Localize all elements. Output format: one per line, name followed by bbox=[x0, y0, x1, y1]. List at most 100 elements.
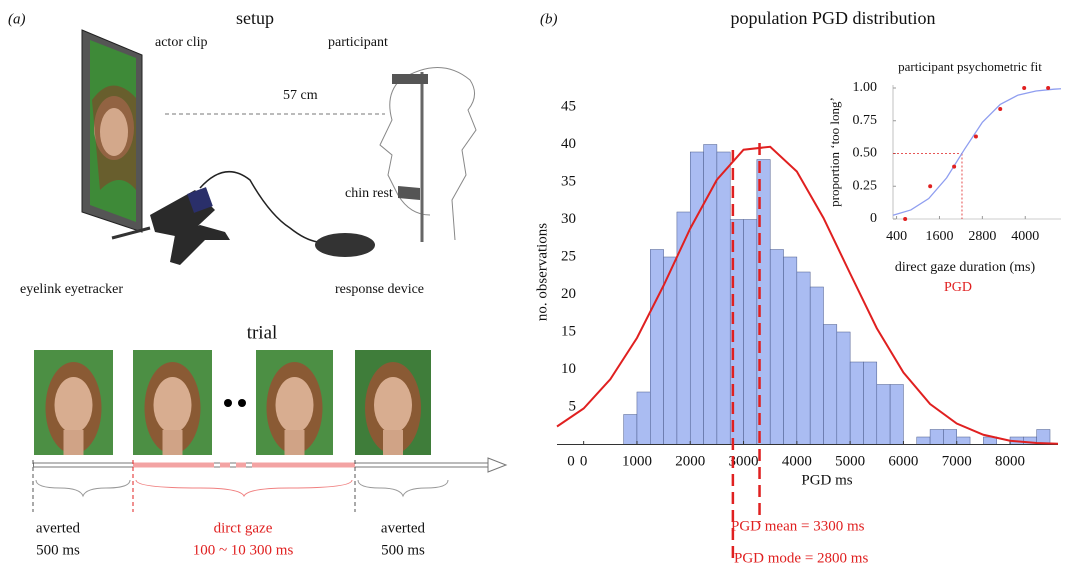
photo-neck bbox=[162, 430, 183, 455]
bar bbox=[916, 436, 931, 445]
photo-neck bbox=[383, 430, 403, 455]
response-device bbox=[315, 233, 375, 257]
brace bbox=[35, 479, 131, 498]
face-inner bbox=[100, 108, 128, 156]
point bbox=[1022, 86, 1027, 90]
x-tick-label: 4000 bbox=[782, 453, 812, 469]
bar bbox=[663, 256, 678, 445]
bar bbox=[623, 414, 638, 445]
timeline-arrow bbox=[487, 457, 508, 473]
photo-neck bbox=[284, 430, 305, 455]
bar bbox=[889, 384, 904, 445]
x-sublabel: PGD bbox=[944, 280, 972, 295]
chin-rest bbox=[398, 186, 420, 200]
point bbox=[1046, 86, 1051, 90]
y-tick-label: 0 bbox=[870, 211, 877, 226]
bar bbox=[703, 144, 718, 445]
panel-letter: (a) bbox=[8, 11, 26, 27]
bar bbox=[836, 331, 851, 445]
x-tick-label: 7000 bbox=[942, 453, 972, 469]
y-tick-label: 0.75 bbox=[853, 113, 878, 128]
panel-letter: (b) bbox=[540, 11, 558, 27]
panel-a: (a) setup actor clip participant 57 cm c… bbox=[8, 8, 508, 558]
x-tick-label: 0 bbox=[580, 453, 588, 469]
stand bbox=[111, 226, 151, 240]
fit-curve bbox=[556, 145, 1059, 445]
point bbox=[973, 134, 978, 139]
phase-duration: 500 ms bbox=[381, 542, 425, 558]
label: 57 cm bbox=[283, 88, 318, 103]
bar bbox=[783, 256, 798, 445]
photo-face bbox=[374, 377, 412, 433]
inset-title: participant psychometric fit bbox=[898, 59, 1042, 74]
x-tick-label: 8000 bbox=[995, 453, 1025, 469]
dot bbox=[238, 399, 246, 407]
bar bbox=[676, 211, 691, 445]
photo-neck bbox=[63, 430, 84, 455]
x-label: direct gaze duration (ms) bbox=[895, 260, 1036, 275]
panel-title: setup bbox=[236, 8, 274, 28]
x-tick-label: 2800 bbox=[968, 229, 996, 244]
y-tick-label: 0.25 bbox=[853, 178, 878, 193]
label: response device bbox=[335, 282, 424, 297]
label: eyelink eyetracker bbox=[20, 282, 123, 297]
x-tick-label: 4000 bbox=[1011, 229, 1039, 244]
point bbox=[928, 184, 933, 189]
y-label: proportion ‘too long’ bbox=[827, 97, 842, 207]
trial-title: trial bbox=[247, 322, 278, 343]
y-label: no. observations bbox=[534, 223, 550, 321]
forehead-rest bbox=[392, 74, 428, 84]
brace bbox=[357, 479, 449, 498]
x-label: PGD ms bbox=[801, 472, 852, 488]
x-tick-label: 5000 bbox=[835, 453, 865, 469]
photo-face bbox=[54, 377, 93, 433]
eyetracker-lens bbox=[187, 187, 213, 213]
x-tick-label: 3000 bbox=[729, 453, 759, 469]
brace bbox=[135, 479, 353, 498]
eyetracker-base bbox=[170, 225, 230, 265]
bar bbox=[956, 436, 971, 445]
x-tick-label: 2000 bbox=[675, 453, 705, 469]
x-tick-label: 6000 bbox=[888, 453, 918, 469]
bar bbox=[716, 151, 731, 445]
point bbox=[952, 164, 957, 169]
bar bbox=[823, 324, 838, 445]
bar bbox=[650, 249, 664, 445]
bar bbox=[929, 429, 944, 445]
bar bbox=[636, 391, 651, 445]
y-tick-label: 1.00 bbox=[853, 80, 878, 95]
point bbox=[998, 106, 1003, 111]
phase-duration: 100 ~ 10 300 ms bbox=[193, 542, 294, 558]
y-tick-label: 35 bbox=[561, 173, 576, 189]
y-tick-label: 15 bbox=[561, 323, 576, 339]
label: actor clip bbox=[155, 35, 207, 50]
phase-label: averted bbox=[36, 520, 81, 536]
fit-curve bbox=[892, 88, 1062, 216]
y-tick-label: 0.50 bbox=[853, 146, 878, 161]
y-tick-label: 25 bbox=[561, 248, 576, 264]
y-zero-label: 0 bbox=[567, 453, 575, 469]
bar bbox=[849, 361, 864, 445]
y-tick-label: 45 bbox=[561, 98, 576, 114]
y-tick-label: 10 bbox=[561, 361, 576, 377]
marker-label: PGD mode = 2800 ms bbox=[734, 550, 868, 566]
photo-face bbox=[153, 377, 192, 433]
bar bbox=[769, 249, 784, 445]
x-tick-label: 400 bbox=[886, 229, 907, 244]
bar bbox=[876, 384, 891, 445]
dot bbox=[224, 399, 232, 407]
bar bbox=[863, 361, 878, 445]
marker-label: PGD mean = 3300 ms bbox=[731, 518, 865, 534]
photo-face bbox=[275, 377, 314, 433]
x-tick-label: 1000 bbox=[622, 453, 652, 469]
label: participant bbox=[328, 35, 388, 50]
phase-duration: 500 ms bbox=[36, 542, 80, 558]
bar bbox=[796, 271, 811, 445]
label: chin rest bbox=[345, 186, 393, 201]
y-tick-label: 40 bbox=[561, 136, 576, 152]
y-tick-label: 30 bbox=[561, 211, 576, 227]
phase-label: dirct gaze bbox=[214, 520, 273, 536]
y-tick-label: 20 bbox=[561, 286, 576, 302]
cable bbox=[199, 171, 319, 243]
